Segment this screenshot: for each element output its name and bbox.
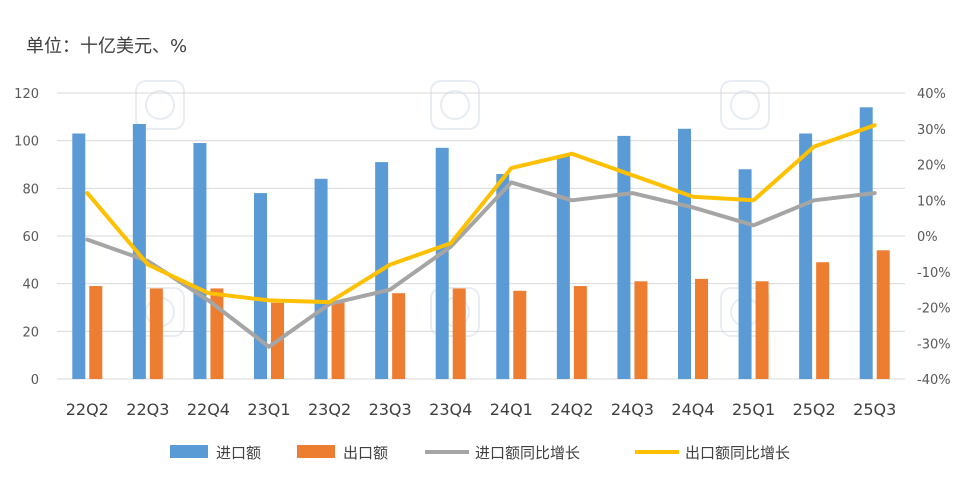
gridlines	[57, 92, 905, 380]
bar-import	[435, 147, 449, 379]
y-right-tick-label: 10%	[917, 194, 946, 209]
y-left-tick-label: 40	[22, 278, 39, 293]
y-axis-left: 0 20 40 60 80 100 120	[14, 87, 39, 388]
x-tick-label: 25Q1	[732, 400, 775, 419]
bar-import	[254, 193, 267, 379]
bar-export	[331, 302, 345, 379]
x-tick-label: 24Q3	[611, 400, 654, 419]
y-right-tick-label: -40%	[917, 373, 951, 388]
bar-export	[755, 281, 769, 379]
bar-import	[556, 154, 570, 379]
y-left-tick-label: 0	[31, 373, 39, 388]
x-tick-label: 22Q4	[187, 400, 230, 419]
x-axis: 22Q2 22Q3 22Q4 23Q1 23Q2 23Q3 23Q4 24Q1 24Q2 24Q3…	[66, 400, 897, 419]
y-left-tick-label: 80	[22, 182, 39, 197]
x-tick-label: 24Q1	[490, 400, 533, 419]
y-left-tick-label: 100	[14, 135, 39, 150]
bar-export	[89, 286, 103, 379]
bar-export	[392, 293, 406, 379]
bar-export	[634, 281, 648, 379]
y-left-tick-label: 120	[14, 87, 39, 102]
x-tick-label: 22Q3	[126, 400, 169, 419]
legend-label: 进口额	[216, 444, 261, 462]
y-left-tick-label: 20	[22, 325, 39, 340]
watermark-badge	[720, 80, 770, 130]
y-right-tick-label: 0%	[917, 230, 938, 245]
x-tick-label: 23Q1	[247, 400, 290, 419]
bar-import	[799, 133, 813, 379]
y-axis-right: -40% -30% -20% -10% 0% 10% 20% 30% 40%	[917, 87, 951, 388]
bar-export	[695, 278, 708, 379]
x-tick-label: 24Q2	[550, 400, 593, 419]
unit-label: 单位：十亿美元、%	[26, 36, 188, 57]
bar-export	[876, 250, 890, 379]
legend: 进口额 出口额 进口额同比增长 出口额同比增长	[170, 444, 790, 462]
x-tick-label: 22Q2	[66, 400, 109, 419]
x-tick-label: 25Q3	[853, 400, 896, 419]
bar-import	[617, 135, 631, 379]
x-tick-label: 24Q4	[671, 400, 714, 419]
legend-label: 进口额同比增长	[475, 444, 580, 462]
legend-swatch	[297, 445, 335, 458]
bar-import	[496, 174, 510, 379]
x-tick-label: 23Q2	[308, 400, 351, 419]
bars	[72, 107, 890, 380]
watermark-badge	[430, 80, 480, 130]
bar-import	[314, 178, 328, 379]
y-right-tick-label: -10%	[917, 266, 951, 281]
bar-export	[452, 288, 466, 379]
y-right-tick-label: 40%	[917, 87, 946, 102]
lines	[85, 123, 877, 349]
y-right-tick-label: -30%	[917, 337, 951, 352]
watermark-mark	[145, 90, 175, 120]
line-import-yoy	[85, 180, 877, 349]
bar-import	[193, 143, 207, 379]
watermark-mark	[440, 90, 470, 120]
y-left-tick-label: 60	[22, 230, 39, 245]
legend-label: 出口额	[343, 444, 388, 462]
legend-swatch	[170, 445, 208, 458]
legend-label: 出口额同比增长	[685, 444, 790, 462]
bar-export	[573, 286, 587, 379]
y-right-tick-label: 30%	[917, 123, 946, 138]
x-tick-label: 25Q2	[793, 400, 836, 419]
bar-export	[149, 288, 163, 379]
line-export-yoy	[85, 123, 877, 305]
watermark-badge	[135, 80, 185, 130]
bar-import	[678, 128, 691, 379]
bar-import	[72, 133, 86, 379]
bar-export	[816, 262, 830, 379]
bar-export	[513, 290, 527, 379]
y-right-tick-label: 20%	[917, 159, 946, 174]
y-right-tick-label: -20%	[917, 302, 951, 317]
bar-import	[859, 107, 873, 380]
x-tick-label: 23Q3	[369, 400, 412, 419]
watermark-mark	[730, 90, 760, 120]
x-tick-label: 23Q4	[429, 400, 472, 419]
